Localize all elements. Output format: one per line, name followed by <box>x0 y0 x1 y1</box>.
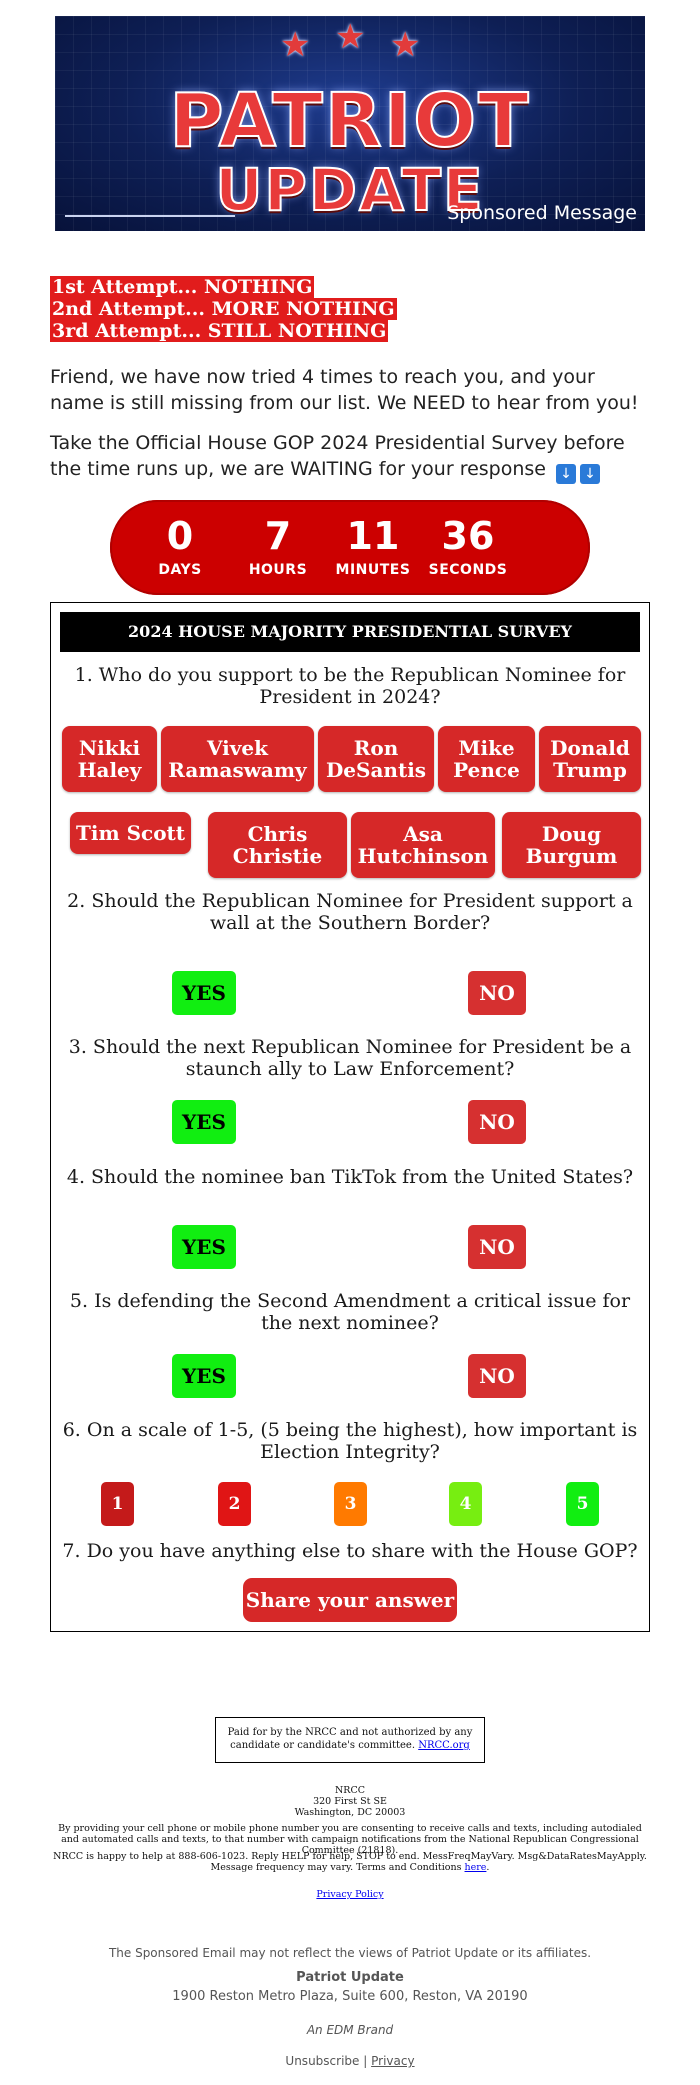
days-value: 0 <box>166 514 194 558</box>
unsubscribe-link[interactable]: Unsubscribe <box>285 2054 360 2068</box>
q3-no-button[interactable]: NO <box>468 1100 526 1144</box>
candidate-button-hutchinson[interactable]: Asa Hutchinson <box>351 812 495 878</box>
consent-text: By providing your cell phone or mobile p… <box>58 1823 642 1856</box>
candidate-first-name: Chris <box>247 822 308 846</box>
attempt-line-1: 1st Attempt... NOTHING <box>50 276 315 298</box>
candidate-button-ramaswamy[interactable]: Vivek Ramaswamy <box>161 726 314 792</box>
star-icon: ★ <box>335 17 366 57</box>
countdown-days: 0 DAYS <box>135 500 225 578</box>
survey-title: 2024 HOUSE MAJORITY PRESIDENTIAL SURVEY <box>60 612 640 652</box>
q4-no-button[interactable]: NO <box>468 1225 526 1269</box>
candidate-first-name: Doug <box>541 822 602 846</box>
candidate-last-name: Burgum <box>525 844 618 868</box>
candidate-last-name: Hutchinson <box>357 844 489 868</box>
help-text: NRCC is happy to help at 888-606-1023. R… <box>53 1851 647 1873</box>
hours-value: 7 <box>264 514 292 558</box>
share-answer-button[interactable]: Share your answer <box>243 1578 457 1622</box>
question-5: 5. Is defending the Second Amendment a c… <box>69 1290 631 1334</box>
banner-title-patriot: PATRIOT <box>168 77 531 165</box>
rating-button-2[interactable]: 2 <box>218 1482 251 1526</box>
candidate-last-name: DeSantis <box>325 758 427 782</box>
q2-yes-button[interactable]: YES <box>172 971 236 1015</box>
terms-link[interactable]: here <box>464 1862 487 1873</box>
rating-button-1[interactable]: 1 <box>101 1482 134 1526</box>
privacy-policy-row: Privacy Policy <box>0 1889 700 1900</box>
privacy-link[interactable]: Privacy <box>371 2054 415 2068</box>
q5-no-button[interactable]: NO <box>468 1354 526 1398</box>
q2-no-button[interactable]: NO <box>468 971 526 1015</box>
candidate-first-name: Vivek <box>207 736 268 760</box>
arrow-down-icon: ↓ <box>580 464 601 484</box>
rating-button-3[interactable]: 3 <box>334 1482 367 1526</box>
sponsored-disclaimer: The Sponsored Email may not reflect the … <box>108 1946 592 1960</box>
candidate-last-name: Haley <box>77 758 142 782</box>
candidate-first-name: Mike <box>458 736 515 760</box>
candidate-first-name: Asa <box>403 822 443 846</box>
question-4: 4. Should the nominee ban TikTok from th… <box>66 1166 634 1188</box>
q4-yes-button[interactable]: YES <box>172 1225 236 1269</box>
arrow-down-icon: ↓ <box>556 464 577 484</box>
banner-title-update: UPDATE <box>214 155 485 225</box>
rating-button-5[interactable]: 5 <box>566 1482 599 1526</box>
countdown-minutes: 11 MINUTES <box>328 500 418 578</box>
star-icon: ★ <box>390 25 421 65</box>
banner-grid-pattern <box>55 16 645 231</box>
candidate-full-name: Tim Scott <box>75 821 186 845</box>
brand-address: 1900 Reston Metro Plaza, Suite 600, Rest… <box>172 1989 528 2004</box>
question-1: 1. Who do you support to be the Republic… <box>74 664 626 708</box>
countdown-timer: 0 DAYS 7 HOURS 11 MINUTES 36 SECONDS <box>110 500 590 595</box>
attempt-line-3: 3rd Attempt... STILL NOTHING <box>50 320 389 342</box>
candidate-last-name: Trump <box>553 758 627 782</box>
footer-links: Unsubscribe | Privacy <box>0 2054 700 2068</box>
brand-name: Patriot Update <box>296 1970 404 1985</box>
star-icon: ★ <box>280 25 311 65</box>
days-label: DAYS <box>158 562 202 578</box>
hours-label: HOURS <box>248 562 308 578</box>
help-text-block: NRCC is happy to help at 888-606-1023. R… <box>53 1851 647 1873</box>
candidate-button-pence[interactable]: Mike Pence <box>438 726 535 792</box>
address-line-1: 320 First St SE <box>313 1796 387 1807</box>
seconds-value: 36 <box>441 514 495 558</box>
patriot-update-banner: ★ ★ ★ PATRIOT UPDATE Sponsored Message <box>55 16 645 231</box>
privacy-policy-link[interactable]: Privacy Policy <box>316 1889 384 1900</box>
candidate-last-name: Pence <box>453 758 520 782</box>
intro-paragraph: Friend, we have now tried 4 times to rea… <box>50 366 639 414</box>
minutes-value: 11 <box>346 514 400 558</box>
candidate-button-scott[interactable]: Tim Scott <box>70 812 191 854</box>
banner-divider <box>65 215 235 217</box>
candidate-last-name: Ramaswamy <box>168 758 307 782</box>
question-2: 2. Should the Republican Nominee for Pre… <box>67 890 633 934</box>
candidate-last-name: Christie <box>232 844 323 868</box>
nrcc-link[interactable]: NRCC.org <box>418 1740 470 1751</box>
question-6: 6. On a scale of 1-5, (5 being the highe… <box>62 1419 638 1463</box>
minutes-label: MINUTES <box>335 562 411 578</box>
attempt-line-2: 2nd Attempt... MORE NOTHING <box>50 298 397 320</box>
cta-text: Take the Official House GOP 2024 Preside… <box>50 432 625 480</box>
link-separator: | <box>363 2054 368 2068</box>
candidate-first-name: Nikki <box>78 736 141 760</box>
candidate-button-burgum[interactable]: Doug Burgum <box>502 812 641 878</box>
address-line-2: Washington, DC 20003 <box>294 1807 406 1818</box>
edm-brand: An EDM Brand <box>306 2023 394 2037</box>
candidate-button-haley[interactable]: Nikki Haley <box>62 726 157 792</box>
candidate-first-name: Ron <box>353 736 399 760</box>
candidate-button-desantis[interactable]: Ron DeSantis <box>318 726 434 792</box>
survey-container <box>50 602 650 1632</box>
countdown-seconds: 36 SECONDS <box>423 500 513 578</box>
question-3: 3. Should the next Republican Nominee fo… <box>68 1036 632 1080</box>
candidate-button-trump[interactable]: Donald Trump <box>539 726 641 792</box>
countdown-hours: 7 HOURS <box>233 500 323 578</box>
paid-for-text: Paid for by the NRCC and not authorized … <box>227 1727 473 1751</box>
paid-for-disclaimer: Paid for by the NRCC and not authorized … <box>215 1717 485 1763</box>
candidate-first-name: Donald <box>550 736 630 760</box>
sponsored-message-label: Sponsored Message <box>447 202 637 224</box>
question-7: 7. Do you have anything else to share wi… <box>62 1540 638 1562</box>
q3-yes-button[interactable]: YES <box>172 1100 236 1144</box>
q5-yes-button[interactable]: YES <box>172 1354 236 1398</box>
seconds-label: SECONDS <box>428 562 508 578</box>
cta-paragraph: Take the Official House GOP 2024 Preside… <box>50 430 650 484</box>
org-name: NRCC <box>334 1785 365 1796</box>
rating-button-4[interactable]: 4 <box>449 1482 482 1526</box>
candidate-button-christie[interactable]: Chris Christie <box>208 812 347 878</box>
